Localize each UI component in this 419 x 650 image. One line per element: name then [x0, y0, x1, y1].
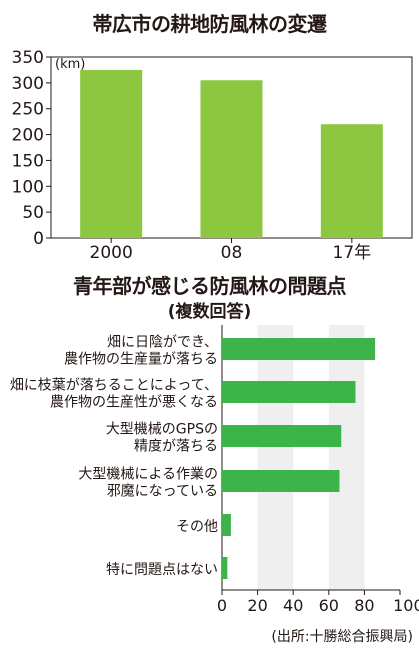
source-note: (出所:十勝総合振興局): [271, 629, 413, 645]
chart1-unit: (km): [55, 57, 85, 72]
chart2-category-label: 大型機械のGPSの精度が落ちる: [106, 422, 218, 455]
chart1-y-tick-label: 150: [12, 151, 44, 171]
chart2-bar: [222, 338, 376, 360]
chart2-bar: [222, 514, 231, 536]
chart2-subtitle: (複数回答): [167, 302, 252, 322]
chart2-category-label: 特に問題点はない: [106, 562, 218, 578]
chart1-plot: 0 50 100 150 200 250 300 350 (km) 2000 08 17年: [12, 48, 413, 263]
chart1-x-tick-label: 08: [221, 243, 243, 263]
chart2-x-tick-label: 40: [283, 596, 303, 615]
chart2-x-tick-label: 60: [319, 596, 339, 615]
chart1-x-tick-label: 2000: [90, 243, 133, 263]
chart1-y-tick-label: 200: [12, 126, 44, 146]
chart2-grid-band: [328, 325, 365, 590]
chart1-y-tick-label: 300: [12, 74, 44, 94]
chart2-category-label: 大型機械による作業の邪魔になっている: [78, 467, 218, 500]
chart2-category-label: その他: [176, 519, 218, 535]
chart1-y-tick-label: 350: [12, 48, 44, 68]
chart2-category-label: 畑に日陰ができ、農作物の生産量が落ちる: [64, 335, 218, 368]
chart1-bar: [320, 124, 383, 238]
chart2-x-tick-label: 20: [247, 596, 267, 615]
chart2-x-tick-label: 80: [354, 596, 374, 615]
chart2-bar: [222, 470, 340, 492]
chart1-bar: [200, 80, 263, 239]
chart1-bar: [80, 69, 143, 238]
chart2-grid-band: [257, 325, 294, 590]
chart2-bar: [222, 381, 356, 403]
chart2-x-tick-label: 100%: [393, 596, 419, 615]
chart2-x-tick-label: 0: [217, 596, 227, 615]
chart2-bar: [222, 425, 342, 447]
chart2-category-label: 畑に枝葉が落ちることによって、農作物の生産性が悪くなる: [10, 378, 218, 411]
chart1-x-tick-label: 17年: [333, 243, 372, 263]
chart2-title: 青年部が感じる防風林の問題点: [73, 274, 347, 298]
chart1-y-tick-label: 250: [12, 100, 44, 120]
chart2-bar: [222, 557, 228, 579]
chart1-y-tick-label: 0: [33, 229, 44, 249]
chart1-title: 帯広市の耕地防風林の変遷: [92, 12, 328, 36]
chart1-y-tick-label: 100: [12, 177, 44, 197]
chart1-y-tick-label: 50: [22, 203, 44, 223]
